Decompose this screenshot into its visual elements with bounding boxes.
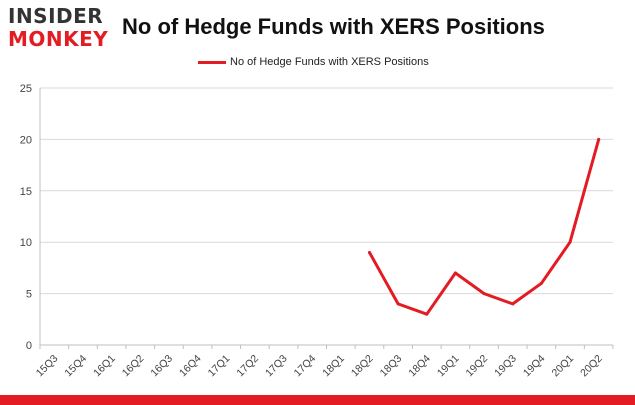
x-tick-label: 16Q1: [91, 353, 118, 380]
y-tick-label: 0: [26, 340, 32, 352]
y-tick-label: 25: [20, 83, 32, 95]
x-tick-label: 16Q2: [120, 353, 147, 380]
logo-line-2: MONKEY: [8, 27, 109, 51]
x-tick-label: 20Q1: [549, 353, 576, 380]
data-point: [367, 250, 371, 254]
data-point: [511, 302, 515, 306]
x-tick-label: 18Q1: [320, 353, 347, 380]
x-tick-label: 16Q4: [177, 353, 204, 380]
x-tick-label: 18Q2: [349, 353, 376, 380]
x-tick-label: 16Q3: [148, 353, 175, 380]
data-point: [539, 281, 543, 285]
logo-line-1: INSIDER: [8, 4, 104, 28]
data-point: [396, 302, 400, 306]
data-point: [568, 240, 572, 244]
y-tick-label: 20: [20, 134, 32, 146]
bottom-accent-bar: [0, 395, 635, 405]
data-point: [597, 137, 601, 141]
x-tick-label: 19Q1: [435, 353, 462, 380]
x-tick-label: 17Q4: [292, 353, 319, 380]
y-tick-label: 10: [20, 237, 32, 249]
chart-legend: No of Hedge Funds with XERS Positions: [198, 54, 429, 70]
y-tick-label: 15: [20, 186, 32, 198]
data-point: [482, 292, 486, 296]
header: INSIDER MONKEY No of Hedge Funds with XE…: [0, 0, 635, 56]
x-tick-label: 19Q2: [464, 353, 491, 380]
x-tick-label: 18Q4: [406, 353, 433, 380]
series-line: [368, 137, 601, 316]
x-tick-label: 17Q1: [206, 353, 233, 380]
x-tick-label: 19Q3: [492, 353, 519, 380]
data-point: [425, 312, 429, 316]
x-tick-label: 17Q3: [263, 353, 290, 380]
data-point: [453, 271, 457, 275]
x-tick-label: 17Q2: [234, 353, 261, 380]
chart-title: No of Hedge Funds with XERS Positions: [122, 14, 545, 39]
x-tick-label: 20Q2: [578, 353, 605, 380]
x-tick-label: 15Q3: [34, 353, 61, 380]
legend-swatch: [198, 60, 226, 64]
x-tick-label: 15Q4: [62, 353, 89, 380]
y-tick-label: 5: [26, 289, 32, 301]
x-tick-label: 18Q3: [378, 353, 405, 380]
insider-monkey-logo: INSIDER MONKEY: [8, 6, 116, 52]
x-tick-label: 19Q4: [521, 353, 548, 380]
legend-label: No of Hedge Funds with XERS Positions: [230, 56, 429, 68]
